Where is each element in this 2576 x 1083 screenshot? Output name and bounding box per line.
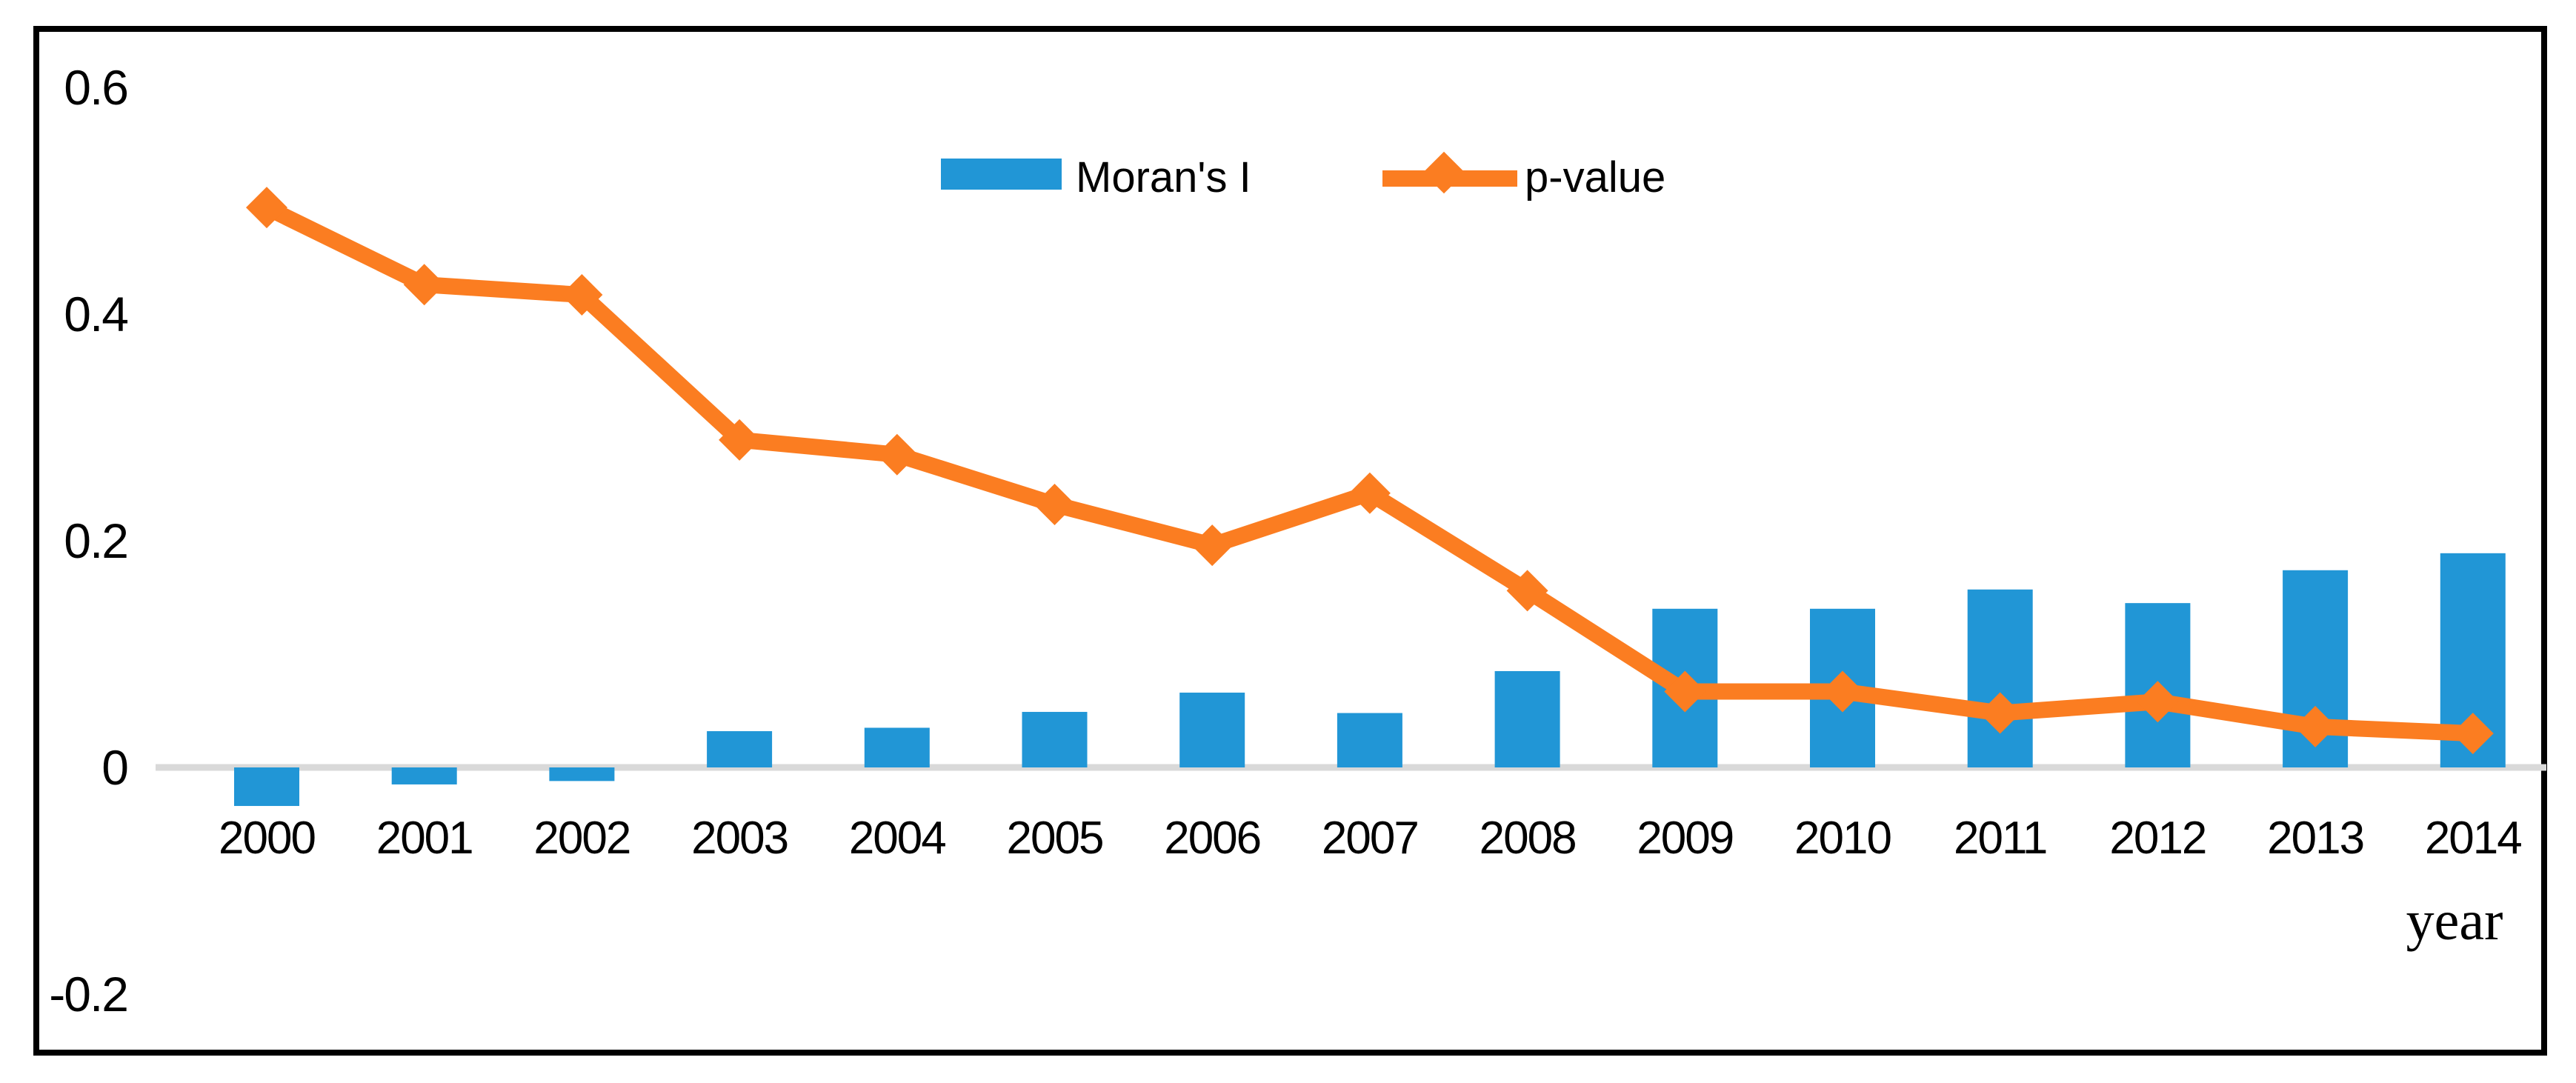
diamond-marker-2012 bbox=[2137, 681, 2179, 723]
x-tick-label: 2013 bbox=[2267, 813, 2365, 864]
legend-label-morans-i: Moran's I bbox=[1076, 153, 1251, 201]
x-tick-label: 2001 bbox=[376, 813, 474, 864]
bar-2008 bbox=[1494, 670, 1560, 767]
bar-2005 bbox=[1022, 712, 1088, 767]
bar-2006 bbox=[1179, 693, 1245, 767]
bar-2007 bbox=[1337, 713, 1402, 767]
diamond-marker-2011 bbox=[1979, 692, 2021, 734]
diamond-marker-2002 bbox=[561, 273, 603, 316]
x-tick-label: 2007 bbox=[1321, 813, 1420, 864]
y-tick-label: 0.2 bbox=[64, 513, 129, 568]
x-tick-label: 2002 bbox=[533, 813, 631, 864]
x-tick-label: 2006 bbox=[1164, 813, 1262, 864]
bar-2002 bbox=[549, 767, 615, 782]
diamond-marker-2005 bbox=[1034, 484, 1076, 526]
x-tick-label: 2010 bbox=[1794, 813, 1892, 864]
diamond-marker-2014 bbox=[2452, 713, 2494, 755]
x-axis-title: year bbox=[2406, 890, 2503, 952]
diamond-marker-2010 bbox=[1822, 670, 1863, 713]
bar-2001 bbox=[391, 767, 457, 784]
x-tick-label: 2005 bbox=[1006, 813, 1105, 864]
x-tick-label: 2012 bbox=[2109, 813, 2207, 864]
diamond-marker-2001 bbox=[403, 264, 445, 306]
legend-bar-swatch bbox=[941, 159, 1062, 190]
x-tick-label: 2000 bbox=[219, 813, 316, 864]
bar-2003 bbox=[707, 731, 773, 767]
chart-border bbox=[33, 26, 2547, 1056]
diamond-marker-2013 bbox=[2294, 705, 2337, 747]
x-tick-label: 2011 bbox=[1954, 813, 2048, 864]
legend-label-p-value: p-value bbox=[1525, 153, 1666, 201]
y-tick-label: 0 bbox=[101, 740, 129, 795]
bar-2004 bbox=[864, 727, 930, 767]
y-tick-label: 0.6 bbox=[64, 60, 129, 115]
x-tick-label: 2004 bbox=[848, 813, 947, 864]
diamond-marker-2004 bbox=[876, 433, 918, 476]
bar-2000 bbox=[234, 767, 299, 807]
x-tick-label: 2008 bbox=[1479, 813, 1577, 864]
x-tick-label: 2009 bbox=[1637, 813, 1734, 864]
x-tick-label: 2014 bbox=[2424, 813, 2523, 864]
diamond-marker-2009 bbox=[1664, 670, 1706, 713]
bar-2011 bbox=[1967, 589, 2033, 767]
x-tick-label: 2003 bbox=[691, 813, 789, 864]
diamond-marker-2007 bbox=[1348, 472, 1391, 514]
y-tick-label: 0.4 bbox=[64, 287, 129, 341]
diamond-marker-2003 bbox=[719, 419, 761, 461]
y-tick-label: -0.2 bbox=[49, 967, 129, 1022]
diamond-marker-2006 bbox=[1191, 524, 1234, 567]
diamond-marker-2008 bbox=[1506, 570, 1548, 612]
diamond-marker-2000 bbox=[246, 187, 287, 229]
